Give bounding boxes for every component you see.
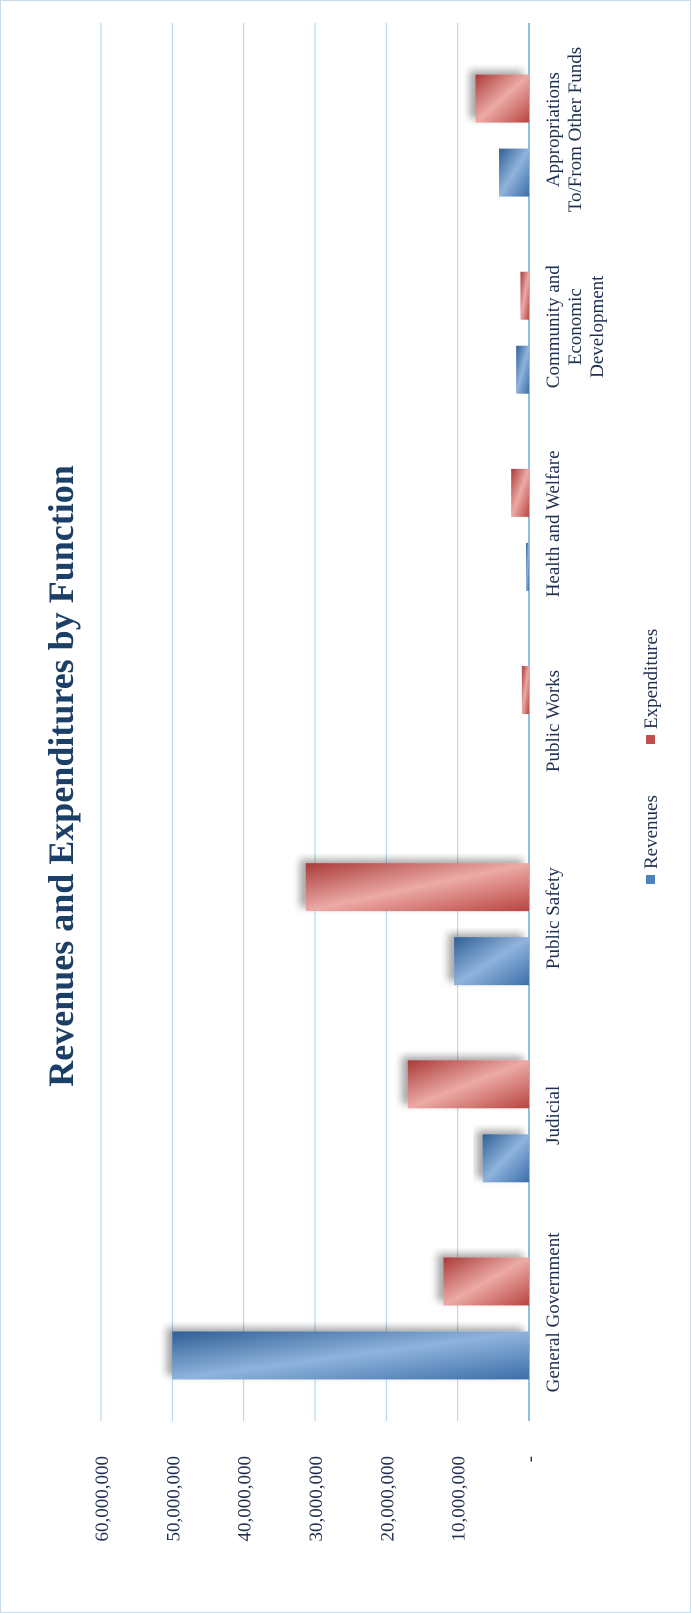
- chart-title: Revenues and Expenditures by Function: [41, 465, 81, 1086]
- revenues-bar: [482, 1134, 529, 1183]
- svg-text:General Government: General Government: [543, 1232, 564, 1393]
- expenditures-bar: [407, 1060, 529, 1109]
- legend-label: Expenditures: [641, 629, 662, 729]
- category-label: Public Safety: [543, 867, 564, 969]
- category-label: General Government: [543, 1232, 564, 1393]
- revenues-bar: [516, 345, 529, 394]
- value-tick-label: 40,000,000: [235, 1456, 256, 1542]
- value-tick-label: 30,000,000: [306, 1456, 327, 1542]
- category-label: Public Works: [543, 670, 564, 772]
- expenditures-bar: [521, 666, 529, 714]
- value-tick-label: 10,000,000: [449, 1456, 470, 1542]
- legend-swatch: [646, 875, 655, 884]
- revenues-bar: [499, 148, 529, 197]
- legend-revenues: Revenues: [641, 795, 662, 884]
- bars: [172, 74, 530, 1380]
- value-axis-ticks: - 10,000,000 20,000,000 30,000,000 40,000,00…: [92, 1456, 541, 1542]
- value-tick-label: 20,000,000: [377, 1456, 398, 1542]
- svg-text:Public Works: Public Works: [543, 670, 564, 772]
- svg-text:Public Safety: Public Safety: [543, 867, 564, 969]
- svg-text:AppropriationsTo/From Other Fu: AppropriationsTo/From Other Funds: [543, 47, 586, 212]
- expenditures-bar: [305, 863, 529, 912]
- legend-swatch: [646, 735, 655, 744]
- revenues-bar: [526, 542, 529, 591]
- expenditures-bar: [475, 74, 529, 123]
- legend: Revenues Expenditures: [641, 629, 662, 884]
- legend-expenditures: Expenditures: [641, 629, 662, 744]
- category-label: AppropriationsTo/From Other Funds: [543, 47, 586, 212]
- value-tick-label: 50,000,000: [163, 1456, 184, 1542]
- expenditures-bar: [511, 468, 529, 517]
- category-labels: General Government Judicial Public Safety P…: [543, 47, 608, 1393]
- expenditures-bar: [443, 1257, 529, 1306]
- svg-text:Judicial: Judicial: [543, 1086, 564, 1145]
- value-tick-label: -: [520, 1456, 541, 1462]
- category-label: Health and Welfare: [543, 450, 564, 597]
- category-label: Community andEconomicDevelopment: [543, 265, 608, 388]
- revenues-bar: [172, 1331, 530, 1380]
- value-tick-label: 60,000,000: [92, 1456, 113, 1542]
- svg-text:Community andEconomicDevelopme: Community andEconomicDevelopment: [543, 265, 608, 388]
- legend-label: Revenues: [641, 795, 662, 869]
- svg-text:Health and Welfare: Health and Welfare: [543, 450, 564, 597]
- expenditures-bar: [520, 271, 529, 320]
- category-label: Judicial: [543, 1086, 564, 1145]
- revenues-bar: [454, 937, 529, 986]
- gridlines: [100, 23, 530, 1421]
